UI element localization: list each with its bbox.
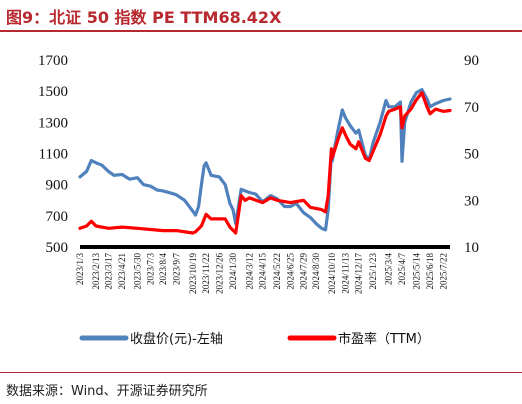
y-left-tick-label: 1100 (39, 147, 68, 163)
legend-label-pe: 市盈率（TTM） (338, 331, 430, 347)
x-tick-label: 2024/1/30 (228, 253, 238, 290)
y-right-tick-label: 10 (464, 240, 479, 256)
x-tick-label: 2023/9/7 (171, 253, 181, 286)
data-source: 数据来源：Wind、开源证券研究所 (6, 384, 208, 399)
x-tick-label: 2023/4/21 (117, 253, 127, 290)
x-tick-label: 2025/7/22 (438, 253, 448, 290)
y-right-tick-label: 30 (464, 193, 479, 209)
x-tick-label: 2024/7/29 (299, 253, 309, 290)
x-tick-label: 2023/3/17 (103, 253, 113, 290)
x-tick-label: 2024/3/12 (244, 253, 254, 290)
x-tick-label: 2023/11/22 (201, 253, 211, 294)
x-tick-label: 2023/7/3 (146, 253, 156, 286)
chart-legend: 收盘价(元)-左轴 市盈率（TTM） (79, 331, 430, 347)
y-left-tick-label: 700 (46, 209, 69, 225)
y-left-tick-label: 1500 (38, 84, 68, 100)
title-rule (0, 30, 522, 32)
y-left-tick-label: 1300 (38, 115, 68, 131)
x-tick-label: 2024/6/25 (285, 253, 295, 290)
x-tick-label: 2025/6/18 (425, 253, 435, 290)
y-right-tick-label: 50 (464, 147, 479, 163)
x-tick-label: 2024/12/17 (354, 253, 364, 295)
y-left-tick-label: 1700 (38, 53, 68, 69)
legend-label-price: 收盘价(元)-左轴 (130, 331, 223, 347)
x-tick-label: 2023/8/4 (158, 253, 168, 286)
chart-title: 图9：北证 50 指数 PE TTM68.42X (6, 8, 282, 27)
y-right-tick-label: 70 (464, 100, 479, 116)
x-tick-label: 2023/5/30 (132, 253, 142, 290)
x-tick-label: 2025/4/7 (397, 253, 407, 286)
x-tick-label: 2023/12/26 (214, 253, 224, 295)
x-tick-label: 2024/8/30 (311, 253, 321, 290)
y-left-tick-label: 900 (46, 178, 69, 194)
x-tick-label: 2025/1/23 (368, 253, 378, 290)
x-tick-label: 2024/10/10 (327, 253, 337, 295)
series-line-pe (78, 91, 452, 235)
y-right-tick-label: 90 (464, 53, 479, 69)
x-tick-label: 2024/4/15 (258, 253, 268, 290)
x-tick-label: 2023/10/19 (188, 253, 198, 295)
x-tick-label: 2025/3/4 (384, 253, 394, 286)
x-tick-label: 2023/1/3 (75, 253, 85, 286)
x-tick-label: 2025/5/14 (411, 253, 421, 290)
x-tick-label: 2024/11/13 (340, 253, 350, 294)
chart-axes: 500 700 900 1100 1300 1500 1700 10 30 50 70 90 2023/… (38, 53, 479, 294)
source-rule (0, 372, 522, 373)
y-left-tick-label: 500 (46, 240, 69, 256)
chart-lines (78, 88, 452, 235)
x-tick-label: 2024/5/22 (272, 253, 282, 290)
x-tick-label: 2023/2/13 (91, 253, 101, 290)
